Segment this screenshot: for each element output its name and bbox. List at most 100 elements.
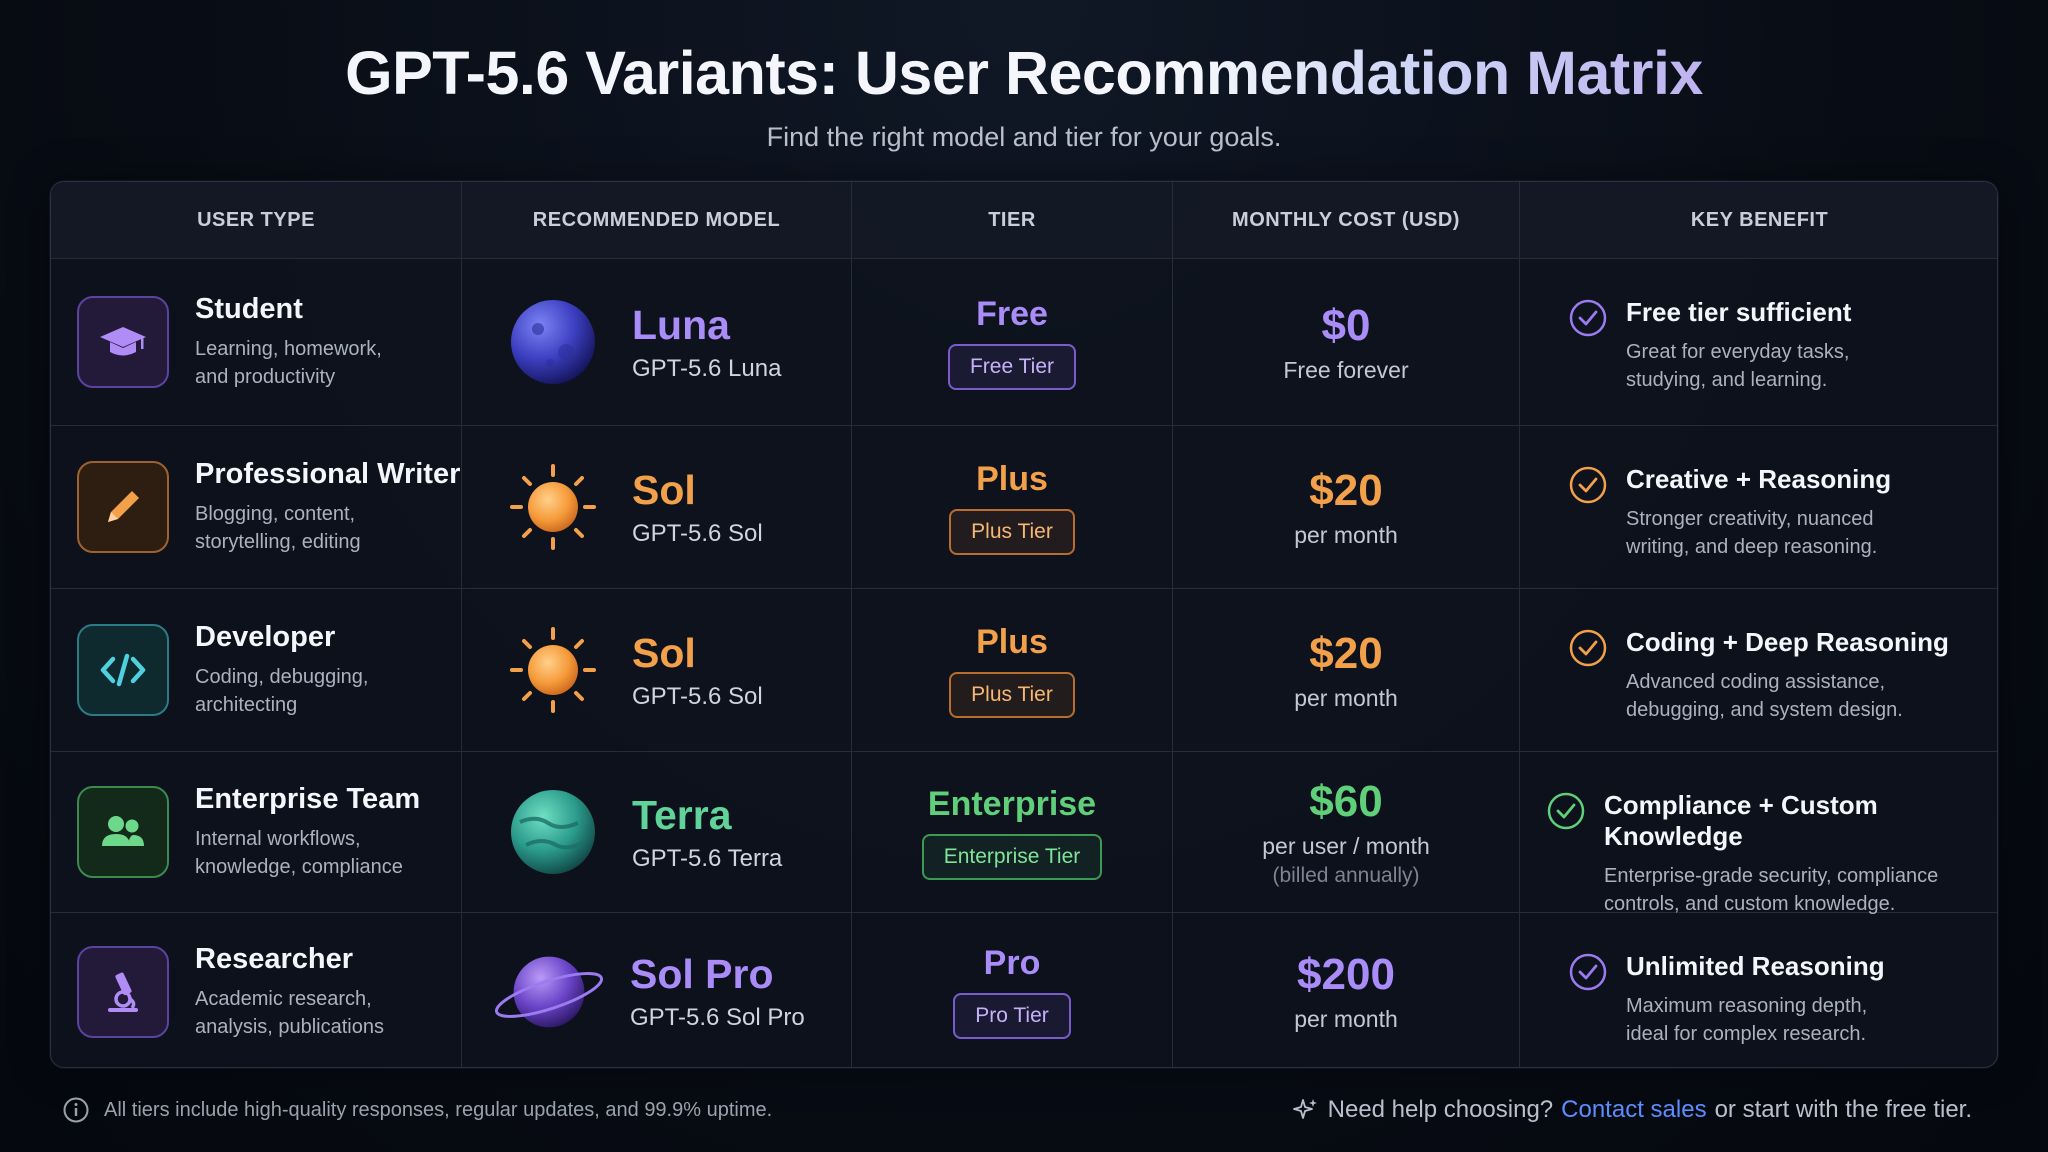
cost-cell: $20 per month xyxy=(1173,589,1520,752)
user-type-cell: Developer Coding, debugging, architecting xyxy=(51,589,462,752)
tier-cell: Pro Pro Tier xyxy=(852,913,1173,1067)
user-type-name: Researcher xyxy=(195,942,353,975)
benefit-desc: Advanced coding assistance, debugging, an… xyxy=(1626,671,1903,721)
benefit-heading: Creative + Reasoning xyxy=(1626,464,1892,494)
footer-note-text: All tiers include high-quality responses… xyxy=(104,1098,773,1121)
check-circle-icon xyxy=(1569,466,1607,504)
help-prefix: Need help choosing? xyxy=(1327,1096,1554,1123)
check-circle-icon xyxy=(1569,299,1607,337)
tier-badge[interactable]: Plus Tier xyxy=(949,671,1075,718)
code-icon xyxy=(77,624,169,716)
cost-cell: $200 per month xyxy=(1173,913,1520,1067)
model-cell: Sol Pro GPT-5.6 Sol Pro xyxy=(462,913,852,1067)
column-header-tier: TIER xyxy=(852,182,1173,259)
footer-help: Need help choosing? Contact sales or sta… xyxy=(1292,1096,1972,1124)
user-type-desc: Academic research, analysis, publications xyxy=(195,987,384,1038)
tier-name: Pro xyxy=(983,944,1041,982)
microscope-icon xyxy=(77,945,169,1038)
sun-icon xyxy=(510,464,596,550)
user-type-cell: Researcher Academic research, analysis, p… xyxy=(51,913,462,1067)
check-circle-icon xyxy=(1547,792,1585,830)
tier-cell: Free Free Tier xyxy=(852,259,1173,426)
cost-value: $200 xyxy=(1297,950,1395,999)
cost-value: $0 xyxy=(1321,300,1371,350)
earth-planet-icon xyxy=(511,790,595,874)
column-header-cost: MONTHLY COST (USD) xyxy=(1173,182,1520,259)
tier-cell: Enterprise Enterprise Tier xyxy=(852,752,1173,913)
page-subtitle: Find the right model and tier for your g… xyxy=(766,122,1282,152)
user-type-cell: Professional Writer Blogging, content, st… xyxy=(51,426,462,589)
model-cell: Sol GPT-5.6 Sol xyxy=(462,426,852,589)
model-cell: Luna GPT-5.6 Luna xyxy=(462,259,852,426)
user-type-name: Professional Writer xyxy=(195,458,461,490)
tier-badge[interactable]: Free Tier xyxy=(947,343,1077,390)
benefit-cell: Coding + Deep Reasoning Advanced coding … xyxy=(1520,589,1997,752)
tier-badge[interactable]: Plus Tier xyxy=(949,508,1075,555)
user-type-name: Student xyxy=(195,293,303,325)
cost-value: $60 xyxy=(1309,776,1383,826)
column-header-user-type: USER TYPE xyxy=(51,182,462,259)
sparkle-icon xyxy=(1292,1099,1317,1119)
check-circle-icon xyxy=(1569,953,1607,991)
user-type-desc: Internal workflows, knowledge, compliance xyxy=(195,828,403,878)
benefit-cell: Creative + Reasoning Stronger creativity… xyxy=(1520,426,1997,589)
cost-note: per month xyxy=(1294,684,1398,711)
tier-cell: Plus Plus Tier xyxy=(852,426,1173,589)
tier-name: Plus xyxy=(976,459,1048,498)
contact-sales-link[interactable]: Contact sales xyxy=(1561,1096,1707,1123)
help-suffix: or start with the free tier. xyxy=(1714,1096,1972,1123)
user-type-cell: Enterprise Team Internal workflows, knowl… xyxy=(51,752,462,913)
model-name: Luna xyxy=(632,301,730,348)
sun-icon xyxy=(510,627,596,713)
benefit-desc: Great for everyday tasks, studying, and l… xyxy=(1626,341,1850,391)
model-full-name: GPT-5.6 Sol Pro xyxy=(630,1004,805,1031)
cost-billing-note: (billed annually) xyxy=(1272,863,1420,887)
cost-note: per user / month xyxy=(1262,832,1430,859)
tier-name: Enterprise xyxy=(927,784,1097,823)
ringed-planet-icon xyxy=(494,956,604,1027)
model-full-name: GPT-5.6 Luna xyxy=(632,354,782,382)
cost-cell: $0 Free forever xyxy=(1173,259,1520,426)
benefit-cell: Unlimited Reasoning Maximum reasoning de… xyxy=(1520,913,1997,1067)
team-icon xyxy=(77,786,169,878)
model-name: Sol Pro xyxy=(630,951,774,997)
benefit-desc: Maximum reasoning depth, ideal for comple… xyxy=(1626,995,1868,1045)
cost-note: per month xyxy=(1294,521,1398,548)
benefit-cell: Compliance + Custom Knowledge Enterprise… xyxy=(1520,752,1997,915)
benefit-desc: Enterprise-grade security, compliance con… xyxy=(1604,865,1939,915)
tier-name: Free xyxy=(976,294,1048,333)
graduation-cap-icon xyxy=(77,296,169,388)
cost-note: per month xyxy=(1294,1006,1398,1032)
benefit-heading: Unlimited Reasoning xyxy=(1626,951,1885,981)
page-title: GPT-5.6 Variants: User Recommendation Ma… xyxy=(345,39,1703,107)
tier-name: Plus xyxy=(976,622,1048,661)
pencil-icon xyxy=(77,461,169,553)
model-full-name: GPT-5.6 Terra xyxy=(632,844,783,872)
benefit-heading: Coding + Deep Reasoning xyxy=(1626,627,1949,657)
model-full-name: GPT-5.6 Sol xyxy=(632,682,763,710)
tier-cell: Plus Plus Tier xyxy=(852,589,1173,752)
benefit-cell: Free tier sufficient Great for everyday … xyxy=(1520,259,1997,426)
model-name: Sol xyxy=(632,629,696,676)
tier-badge[interactable]: Pro Tier xyxy=(953,993,1071,1039)
check-circle-icon xyxy=(1569,629,1607,667)
user-type-desc: Learning, homework, and productivity xyxy=(195,338,382,388)
model-cell: Sol GPT-5.6 Sol xyxy=(462,589,852,752)
footer-note: All tiers include high-quality responses… xyxy=(62,1096,772,1124)
moon-planet-icon xyxy=(511,300,595,384)
column-header-model: RECOMMENDED MODEL xyxy=(462,182,852,259)
recommendation-table: USER TYPE RECOMMENDED MODEL TIER MONTHLY… xyxy=(50,181,1998,1068)
model-name: Terra xyxy=(632,791,732,838)
model-cell: Terra GPT-5.6 Terra xyxy=(462,752,852,913)
cost-value: $20 xyxy=(1309,628,1383,678)
user-type-desc: Blogging, content, storytelling, editing xyxy=(195,503,361,553)
model-full-name: GPT-5.6 Sol xyxy=(632,519,763,547)
user-type-name: Developer xyxy=(195,621,336,653)
model-name: Sol xyxy=(632,466,696,513)
user-type-cell: Student Learning, homework, and productiv… xyxy=(51,259,462,426)
cost-note: Free forever xyxy=(1283,356,1409,383)
user-type-desc: Coding, debugging, architecting xyxy=(195,666,369,716)
tier-badge[interactable]: Enterprise Tier xyxy=(921,833,1103,880)
cost-cell: $60 per user / month (billed annually) xyxy=(1173,752,1520,913)
user-type-name: Enterprise Team xyxy=(195,783,421,815)
